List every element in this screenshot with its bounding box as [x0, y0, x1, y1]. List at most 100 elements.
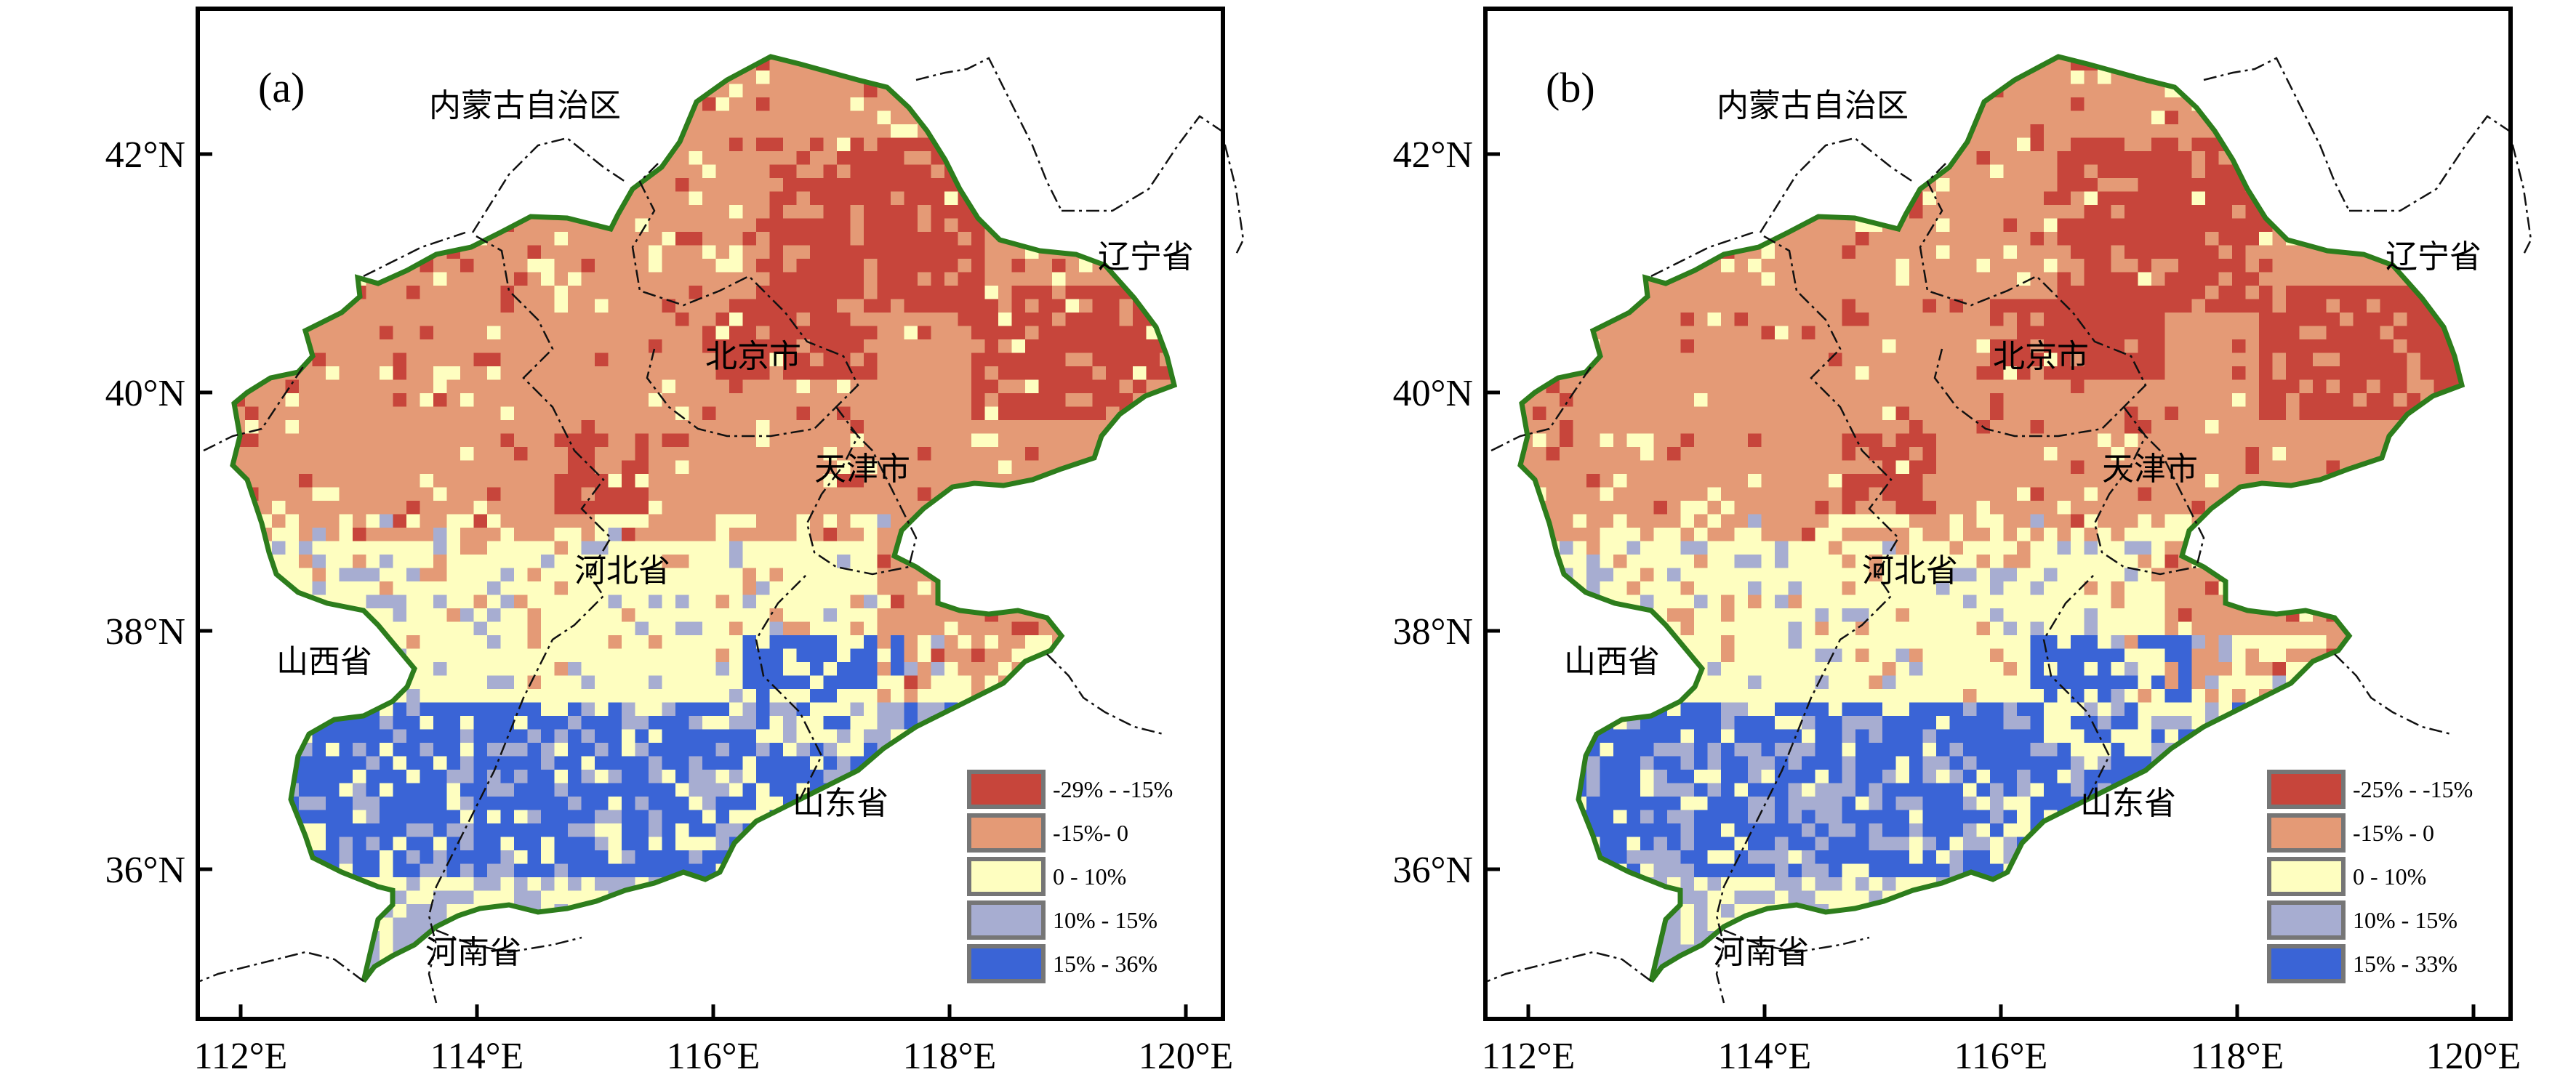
raster-cell	[380, 810, 393, 824]
raster-cell	[1187, 339, 1200, 353]
raster-cell	[582, 823, 595, 837]
raster-cell	[783, 595, 797, 609]
raster-cell	[958, 259, 972, 273]
raster-cell	[1173, 581, 1187, 595]
raster-cell	[595, 407, 609, 421]
raster-cell	[851, 488, 864, 501]
raster-cell	[918, 918, 931, 932]
raster-cell	[286, 703, 300, 717]
raster-cell	[353, 850, 366, 864]
raster-cell	[1187, 488, 1200, 501]
raster-cell	[1039, 178, 1053, 192]
raster-cell	[797, 326, 811, 340]
raster-cell	[998, 488, 1012, 501]
raster-cell	[514, 877, 528, 891]
raster-cell	[918, 97, 931, 111]
raster-cell	[958, 461, 972, 475]
raster-cell	[1012, 730, 1026, 744]
raster-cell	[595, 608, 609, 622]
raster-cell	[609, 823, 622, 837]
raster-cell	[1012, 757, 1026, 770]
raster-cell	[958, 326, 972, 340]
raster-cell	[743, 259, 757, 273]
raster-cell	[635, 703, 649, 717]
raster-cell	[662, 326, 676, 340]
raster-cell	[837, 97, 851, 111]
raster-cell	[878, 124, 891, 138]
raster-cell	[756, 541, 770, 555]
raster-cell	[501, 124, 515, 138]
raster-cell	[649, 232, 662, 246]
raster-cell	[864, 515, 878, 528]
raster-cell	[366, 730, 380, 744]
raster-cell	[797, 931, 811, 945]
raster-cell	[326, 273, 340, 286]
raster-cell	[380, 178, 393, 192]
raster-cell	[810, 608, 824, 622]
raster-cell	[675, 366, 689, 380]
raster-cell	[1173, 743, 1187, 757]
raster-cell	[433, 366, 447, 380]
raster-cell	[729, 945, 743, 959]
raster-cell	[595, 757, 609, 770]
raster-cell	[582, 757, 595, 770]
raster-cell	[528, 608, 542, 622]
raster-cell	[232, 70, 246, 84]
raster-cell	[878, 178, 891, 192]
raster-cell	[783, 931, 797, 945]
raster-cell	[702, 850, 716, 864]
raster-cell	[474, 165, 488, 179]
raster-cell	[582, 380, 595, 394]
raster-cell	[460, 528, 474, 541]
raster-cell	[487, 151, 501, 165]
raster-cell	[743, 111, 757, 125]
raster-cell	[985, 622, 999, 636]
raster-cell	[1052, 608, 1066, 622]
raster-cell	[824, 501, 838, 515]
raster-cell	[353, 689, 366, 703]
raster-cell	[406, 84, 420, 98]
raster-cell	[541, 474, 555, 488]
raster-cell	[393, 434, 407, 448]
raster-cell	[340, 407, 353, 421]
raster-cell	[1173, 326, 1187, 340]
raster-cell	[1079, 434, 1093, 448]
raster-cell	[218, 608, 232, 622]
raster-cell	[971, 151, 985, 165]
raster-cell	[878, 662, 891, 676]
raster-cell	[420, 70, 434, 84]
raster-cell	[380, 662, 393, 676]
raster-cell	[649, 797, 662, 810]
raster-cell	[555, 178, 569, 192]
raster-cell	[218, 730, 232, 744]
raster-cell	[958, 635, 972, 649]
raster-cell	[998, 286, 1012, 299]
raster-cell	[649, 716, 662, 730]
raster-cell	[864, 864, 878, 878]
raster-cell	[286, 689, 300, 703]
raster-cell	[380, 783, 393, 797]
raster-cell	[931, 339, 945, 353]
raster-cell	[380, 850, 393, 864]
raster-cell	[810, 246, 824, 259]
raster-cell	[622, 945, 635, 959]
raster-cell	[582, 850, 595, 864]
raster-cell	[770, 730, 784, 744]
raster-cell	[232, 192, 246, 206]
raster-cell	[501, 864, 515, 878]
raster-cell	[649, 622, 662, 636]
raster-cell	[998, 689, 1012, 703]
raster-cell	[1093, 165, 1107, 179]
raster-cell	[662, 918, 676, 932]
raster-cell	[851, 635, 864, 649]
raster-cell	[689, 407, 703, 421]
raster-cell	[393, 595, 407, 609]
raster-cell	[797, 97, 811, 111]
raster-cell	[353, 219, 366, 233]
raster-cell	[286, 138, 300, 152]
raster-cell	[366, 515, 380, 528]
raster-cell	[433, 313, 447, 326]
raster-cell	[447, 326, 461, 340]
raster-cell	[272, 783, 286, 797]
raster-cell	[1160, 84, 1173, 98]
